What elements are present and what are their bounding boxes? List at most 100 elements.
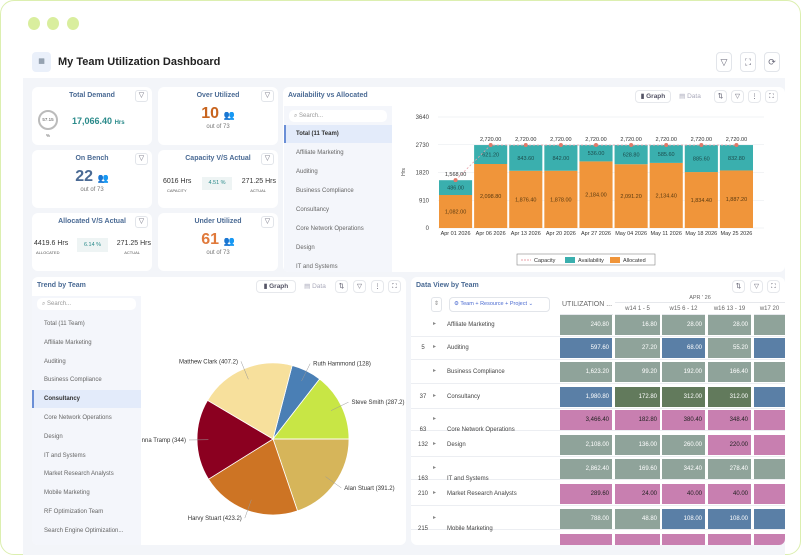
table-cell[interactable]: 342.40 — [662, 459, 705, 479]
filter-button[interactable]: ▽ — [731, 90, 744, 103]
table-row[interactable] — [411, 409, 785, 431]
table-cell[interactable] — [754, 509, 785, 529]
table-cell[interactable]: 312.00 — [662, 387, 705, 407]
filter-icon[interactable]: ▽ — [261, 216, 274, 228]
table-cell[interactable]: 260.00 — [662, 435, 705, 455]
legend-label[interactable]: Capacity — [534, 258, 556, 264]
filter-icon[interactable]: ▽ — [135, 216, 148, 228]
table-cell[interactable] — [754, 362, 785, 382]
table-cell[interactable]: 289.60 — [560, 484, 612, 504]
table-cell[interactable]: 348.40 — [708, 410, 751, 430]
team-list-item[interactable]: Core Network Operations — [44, 415, 112, 421]
team-list-item[interactable]: Design — [44, 433, 63, 440]
table-cell[interactable]: 136.00 — [615, 435, 660, 455]
bar-availability[interactable] — [579, 145, 613, 162]
table-cell[interactable] — [615, 534, 660, 545]
bar-allocated[interactable] — [544, 170, 578, 228]
search-input[interactable]: ⌕ Search... — [289, 110, 387, 122]
bar-allocated[interactable] — [509, 170, 543, 228]
expand-button[interactable]: ⛶ — [388, 280, 401, 293]
expand-row-icon[interactable]: ▸ — [433, 465, 437, 471]
table-cell[interactable]: 1,623.20 — [560, 362, 612, 382]
table-row[interactable] — [411, 361, 785, 384]
table-cell[interactable] — [754, 410, 785, 430]
table-cell[interactable] — [754, 387, 785, 407]
expand-row-icon[interactable]: ▸ — [433, 393, 437, 399]
legend-label[interactable]: Availability — [578, 258, 604, 264]
table-cell[interactable]: 108.00 — [708, 509, 751, 529]
team-list-item[interactable]: Affiliate Marketing — [296, 150, 344, 156]
week-header[interactable]: w15 6 - 12 — [662, 304, 705, 315]
table-cell[interactable]: 48.80 — [615, 509, 660, 529]
bar-availability[interactable] — [684, 145, 718, 173]
bar-allocated[interactable] — [614, 164, 648, 228]
table-cell[interactable]: 27.20 — [615, 338, 660, 358]
table-cell[interactable]: 240.80 — [560, 315, 612, 335]
bar-availability[interactable] — [474, 145, 508, 164]
table-cell[interactable]: 312.00 — [708, 387, 751, 407]
bar-availability[interactable] — [719, 145, 753, 171]
team-list-item[interactable]: Total (11 Team) — [44, 321, 85, 327]
table-cell[interactable] — [754, 435, 785, 455]
team-list-item[interactable]: Search Engine Optimization... — [44, 527, 124, 534]
team-list-item[interactable]: Mobile Marketing — [44, 490, 90, 497]
data-tab[interactable]: ▤ Data — [675, 90, 705, 103]
capacity-point[interactable] — [699, 143, 704, 148]
filter-icon[interactable]: ▽ — [135, 90, 148, 102]
team-list-item[interactable]: Consultancy — [296, 207, 330, 213]
table-cell[interactable] — [708, 534, 751, 545]
team-list-item[interactable]: Auditing — [44, 358, 66, 365]
expand-collapse-button[interactable]: ⇕ — [431, 297, 442, 312]
filter-icon[interactable]: ▽ — [135, 153, 148, 165]
table-cell[interactable]: 3,466.40 — [560, 410, 612, 430]
capacity-point[interactable] — [594, 143, 598, 148]
team-list-item[interactable]: Market Research Analysts — [44, 471, 114, 478]
week-header[interactable]: w17 20 — [754, 304, 785, 315]
group-by-dropdown[interactable]: ⚙ Team + Resource + Project ⌄ — [449, 297, 550, 312]
table-cell[interactable]: 788.00 — [560, 509, 612, 529]
team-list-item[interactable]: Design — [296, 245, 315, 251]
bar-allocated[interactable] — [719, 170, 753, 228]
table-row[interactable] — [411, 314, 785, 337]
capacity-point[interactable] — [488, 143, 493, 148]
capacity-point[interactable] — [523, 143, 528, 148]
capacity-point[interactable] — [664, 143, 669, 148]
expand-row-icon[interactable]: ▸ — [433, 344, 437, 350]
expand-row-icon[interactable]: ▸ — [433, 515, 437, 521]
team-list-item[interactable]: Consultancy — [32, 390, 141, 409]
table-cell[interactable]: 68.00 — [662, 338, 705, 358]
bar-allocated[interactable] — [684, 172, 718, 228]
capacity-point[interactable] — [453, 178, 458, 183]
table-row[interactable] — [411, 434, 785, 457]
table-cell[interactable]: 380.40 — [662, 410, 705, 430]
table-cell[interactable]: 2,108.00 — [560, 435, 612, 455]
team-list-item[interactable]: Business Compliance — [44, 377, 102, 384]
table-cell[interactable]: 2,862.40 — [560, 459, 612, 479]
team-list-item[interactable]: IT and Systems — [44, 452, 86, 459]
table-cell[interactable]: 16.80 — [615, 315, 660, 335]
table-cell[interactable] — [754, 534, 785, 545]
filter-button[interactable]: ▽ — [750, 280, 763, 293]
search-input[interactable]: ⌕ Search... — [37, 298, 136, 310]
team-list-item[interactable]: IT and Systems — [296, 264, 338, 270]
team-list-item[interactable]: Affiliate Marketing — [44, 339, 92, 346]
bar-allocated[interactable] — [579, 161, 613, 228]
expand-button[interactable]: ⛶ — [765, 90, 778, 103]
filter-icon[interactable]: ▽ — [261, 153, 274, 165]
team-list-item[interactable]: Auditing — [296, 169, 318, 175]
expand-row-icon[interactable]: ▸ — [433, 416, 437, 422]
filter-button[interactable]: ▽ — [353, 280, 366, 293]
more-button[interactable]: ⋮ — [748, 90, 761, 103]
week-header[interactable]: w16 13 - 19 — [708, 304, 751, 315]
table-cell[interactable]: 28.00 — [708, 315, 751, 335]
table-cell[interactable] — [560, 534, 612, 545]
table-row[interactable] — [411, 458, 785, 480]
capacity-point[interactable] — [558, 143, 563, 148]
table-cell[interactable]: 40.00 — [662, 484, 705, 504]
bar-availability[interactable] — [544, 145, 578, 171]
table-cell[interactable]: 24.00 — [615, 484, 660, 504]
table-cell[interactable]: 55.20 — [708, 338, 751, 358]
expand-row-icon[interactable]: ▸ — [433, 321, 437, 327]
team-list-item[interactable]: Business Compliance — [296, 188, 354, 194]
fullscreen-button[interactable]: ⛶ — [740, 52, 756, 72]
